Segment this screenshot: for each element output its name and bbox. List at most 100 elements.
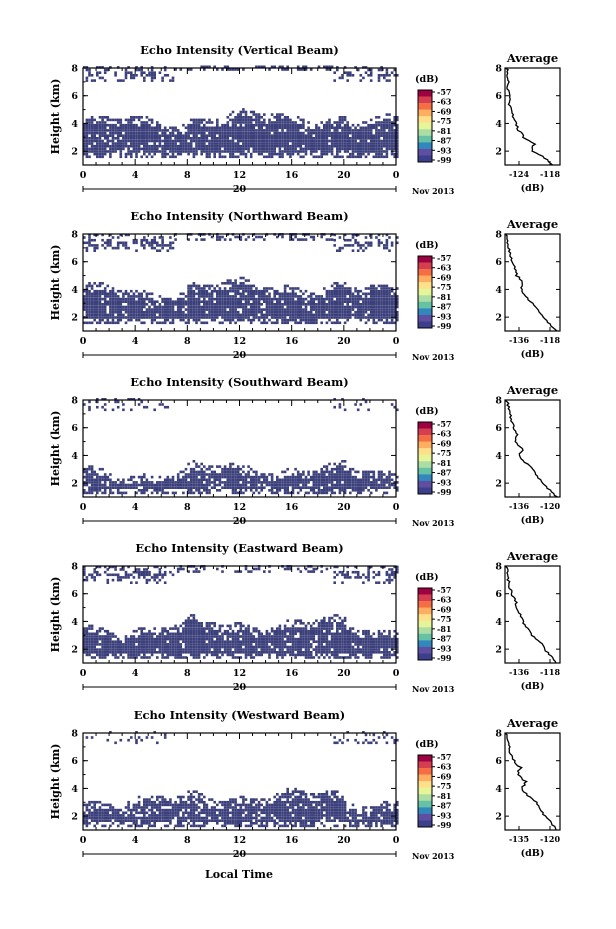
heatmap-cell	[205, 486, 209, 489]
heatmap-cell	[187, 648, 190, 651]
heatmap-cell	[364, 241, 368, 245]
heatmap-cell	[323, 481, 326, 484]
heatmap-cell	[132, 123, 136, 127]
heatmap-cell	[93, 289, 96, 293]
heatmap-cell	[273, 292, 276, 296]
heatmap-cell	[383, 316, 386, 319]
heatmap-cell	[83, 134, 86, 137]
heatmap-cell	[390, 305, 394, 309]
heatmap-cell	[333, 144, 336, 148]
heatmap-cell	[109, 66, 112, 69]
heatmap-cell	[124, 645, 128, 649]
heatmap-cell	[338, 483, 342, 487]
heatmap-cell	[96, 481, 99, 484]
heatmap-cell	[283, 144, 287, 148]
heatmap-cell	[257, 316, 261, 319]
heatmap-cell	[325, 121, 329, 124]
heatmap-cell	[150, 308, 154, 311]
heatmap-cell	[153, 147, 156, 151]
heatmap-cell	[88, 284, 91, 288]
heatmap-cell	[328, 131, 331, 135]
heatmap-cell	[291, 478, 295, 482]
heatmap-cell	[85, 134, 89, 137]
heatmap-cell	[367, 134, 370, 137]
heatmap-cell	[98, 155, 102, 159]
heatmap-cell	[150, 144, 154, 148]
heatmap-cell	[265, 150, 269, 153]
heatmap-cell	[124, 246, 128, 250]
heatmap-cell	[281, 134, 284, 137]
heatmap-cell	[90, 310, 94, 314]
heatmap-cell	[109, 238, 112, 242]
heatmap-cell	[226, 134, 230, 137]
heatmap-cell	[223, 134, 227, 137]
heatmap-cell	[83, 152, 86, 156]
heatmap-cell	[385, 244, 389, 247]
heatmap-cell	[255, 131, 258, 135]
heatmap-cell	[276, 300, 279, 303]
heatmap-cell	[257, 144, 261, 148]
heatmap-cell	[244, 483, 248, 487]
heatmap-cell	[101, 308, 104, 311]
heatmap-cell	[205, 316, 209, 319]
heatmap-cell	[336, 297, 339, 301]
heatmap-cell	[218, 475, 222, 479]
heatmap-cell	[312, 297, 316, 301]
heatmap-cell	[283, 287, 287, 290]
heatmap-cell	[132, 297, 136, 301]
heatmap-cell	[247, 126, 250, 130]
heatmap-cell	[176, 481, 180, 484]
heatmap-cell	[302, 126, 305, 130]
heatmap-cell	[270, 139, 274, 143]
heatmap-cell	[364, 316, 368, 319]
heatmap-cell	[283, 284, 287, 288]
heatmap-cell	[158, 144, 162, 148]
colorbar-segment	[418, 487, 432, 495]
heatmap-cell	[145, 116, 149, 119]
heatmap-cell	[161, 236, 164, 239]
heatmap-cell	[153, 310, 156, 314]
heatmap-cell	[286, 118, 289, 122]
heatmap-cell	[127, 310, 130, 314]
heatmap-cell	[137, 116, 141, 119]
heatmap-cell	[184, 481, 188, 484]
panel-4: Echo Intensity (Eastward Beam)2468Height…	[49, 541, 561, 694]
heatmap-cell	[372, 486, 376, 489]
heatmap-cell	[116, 637, 120, 641]
heatmap-cell	[148, 300, 151, 303]
heatmap-cell	[291, 486, 295, 489]
heatmap-cell	[166, 318, 170, 322]
heatmap-cell	[354, 316, 357, 319]
heatmap-cell	[150, 297, 154, 301]
heatmap-cell	[103, 287, 107, 290]
heatmap-cell	[281, 483, 284, 487]
heatmap-cell	[103, 134, 107, 137]
heatmap-cell	[239, 150, 243, 153]
heatmap-cell	[390, 147, 394, 151]
heatmap-cell	[338, 403, 342, 406]
heatmap-cell	[247, 473, 250, 476]
heatmap-cell	[289, 137, 292, 140]
heatmap-cell	[169, 236, 172, 239]
heatmap-cell	[343, 287, 347, 290]
colorbar-segment	[418, 90, 432, 97]
heatmap-cell	[385, 475, 389, 479]
heatmap-cell	[289, 129, 292, 132]
heatmap-cell	[153, 645, 156, 649]
heatmap-cell	[393, 155, 396, 159]
heatmap-cell	[153, 241, 156, 245]
heatmap-cell	[385, 292, 389, 296]
heatmap-cell	[163, 305, 167, 309]
heatmap-cell	[359, 310, 363, 314]
heatmap-cell	[116, 295, 120, 298]
heatmap-cell	[187, 475, 190, 479]
heatmap-cell	[307, 310, 310, 314]
heatmap-cell	[333, 292, 336, 296]
heatmap-cell	[221, 300, 224, 303]
heatmap-cell	[338, 481, 342, 484]
heatmap-cell	[388, 297, 391, 301]
heatmap-cell	[176, 134, 180, 137]
heatmap-cell	[338, 470, 342, 474]
heatmap-cell	[176, 308, 180, 311]
heatmap-cell	[171, 637, 175, 641]
